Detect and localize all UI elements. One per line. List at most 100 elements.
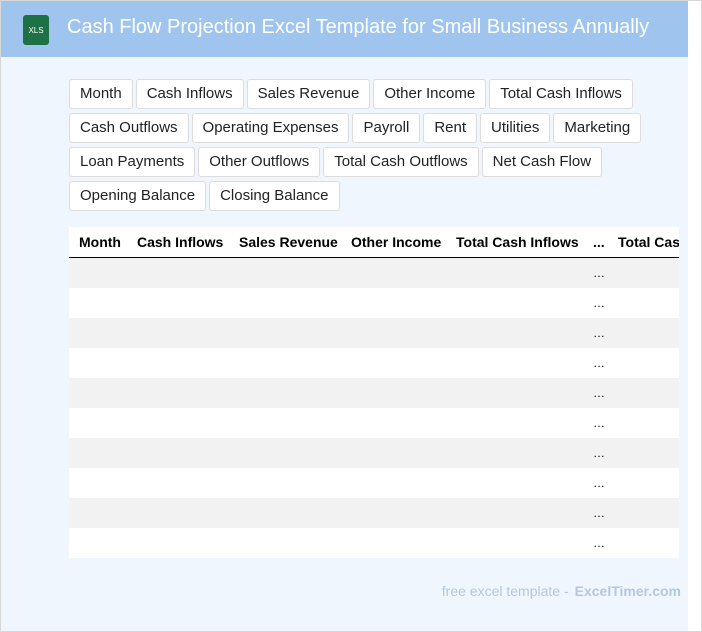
table-cell <box>229 468 341 498</box>
table-cell <box>127 528 229 558</box>
column-header: Total Cash Inflows <box>446 227 583 258</box>
tag[interactable]: Net Cash Flow <box>481 147 603 177</box>
table-cell <box>341 438 446 468</box>
table-cell: … <box>583 318 608 348</box>
tag[interactable]: Opening Balance <box>69 181 207 211</box>
table-cell <box>127 348 229 378</box>
table-cell <box>608 408 679 438</box>
column-header: Sales Revenue <box>229 227 341 258</box>
table-cell <box>446 318 583 348</box>
table-cell <box>69 378 127 408</box>
column-header: ... <box>583 227 608 258</box>
table-cell <box>127 438 229 468</box>
table-cell <box>127 288 229 318</box>
tag[interactable]: Loan Payments <box>69 147 196 177</box>
table-cell <box>229 257 341 288</box>
footer: free excel template - ExcelTimer.com <box>442 583 681 599</box>
table-cell: … <box>583 498 608 528</box>
table-cell: … <box>583 468 608 498</box>
page-title: Cash Flow Projection Excel Template for … <box>67 16 650 38</box>
table-cell <box>341 408 446 438</box>
table-row: … <box>69 498 679 528</box>
table-cell <box>229 408 341 438</box>
tag[interactable]: Operating Expenses <box>191 113 350 143</box>
table-cell: … <box>583 438 608 468</box>
table-cell <box>69 318 127 348</box>
table-cell <box>69 288 127 318</box>
table-cell <box>69 468 127 498</box>
table-cell <box>229 498 341 528</box>
table-row: … <box>69 378 679 408</box>
table-cell: … <box>583 348 608 378</box>
tag[interactable]: Total Cash Outflows <box>323 147 479 177</box>
table-cell <box>69 348 127 378</box>
table-cell <box>341 528 446 558</box>
header: XLS Cash Flow Projection Excel Template … <box>1 1 688 57</box>
table-row: … <box>69 408 679 438</box>
tag[interactable]: Payroll <box>352 113 421 143</box>
table-cell <box>608 378 679 408</box>
footer-link[interactable]: ExcelTimer.com <box>574 583 681 599</box>
tag[interactable]: Month <box>69 79 133 109</box>
table-cell <box>229 438 341 468</box>
table-cell: … <box>583 408 608 438</box>
table-cell <box>608 348 679 378</box>
table-cell <box>608 257 679 288</box>
table-cell <box>341 257 446 288</box>
table-cell <box>446 498 583 528</box>
table-cell <box>69 257 127 288</box>
table-cell: … <box>583 257 608 288</box>
table-cell <box>608 318 679 348</box>
tag[interactable]: Sales Revenue <box>246 79 371 109</box>
table-cell <box>446 528 583 558</box>
table-cell <box>608 288 679 318</box>
table-row: … <box>69 468 679 498</box>
table-cell <box>229 318 341 348</box>
tag[interactable]: Cash Outflows <box>69 113 189 143</box>
table-cell <box>229 528 341 558</box>
tag[interactable]: Marketing <box>553 113 642 143</box>
table-cell: … <box>583 288 608 318</box>
table-cell <box>341 378 446 408</box>
table-cell <box>341 288 446 318</box>
table-cell <box>69 528 127 558</box>
table-cell <box>446 438 583 468</box>
table-cell <box>69 498 127 528</box>
footer-text: free excel template - <box>441 583 569 599</box>
table-cell <box>229 378 341 408</box>
table-cell <box>608 498 679 528</box>
table-cell <box>127 257 229 288</box>
table-cell <box>446 408 583 438</box>
tag[interactable]: Other Income <box>373 79 487 109</box>
table-cell: … <box>583 378 608 408</box>
side-strip <box>688 1 701 631</box>
table-row: … <box>69 348 679 378</box>
table-row: … <box>69 438 679 468</box>
table-cell <box>127 498 229 528</box>
table-body: ………………………… <box>69 257 679 558</box>
table-wrap: Month Cash Inflows Sales Revenue Other Inco… <box>69 227 679 558</box>
column-header: Cash Inflows <box>127 227 229 258</box>
table-cell <box>127 468 229 498</box>
table-cell <box>446 288 583 318</box>
table-cell <box>341 498 446 528</box>
table-cell <box>229 348 341 378</box>
tag[interactable]: Rent <box>423 113 478 143</box>
table-cell <box>446 257 583 288</box>
table-row: … <box>69 288 679 318</box>
table-cell <box>69 438 127 468</box>
tag[interactable]: Utilities <box>480 113 551 143</box>
tag[interactable]: Other Outflows <box>198 147 321 177</box>
header-row: Month Cash Inflows Sales Revenue Other Inco… <box>69 227 679 258</box>
table-cell <box>608 528 679 558</box>
table-cell <box>127 408 229 438</box>
table-cell <box>446 378 583 408</box>
tag[interactable]: Total Cash Inflows <box>489 79 633 109</box>
table-cell <box>446 468 583 498</box>
table-cell <box>341 468 446 498</box>
tag[interactable]: Cash Inflows <box>135 79 244 109</box>
tag[interactable]: Closing Balance <box>209 181 340 211</box>
tag-list: Month Cash Inflows Sales Revenue Other Inco… <box>69 79 659 211</box>
table-cell <box>341 348 446 378</box>
